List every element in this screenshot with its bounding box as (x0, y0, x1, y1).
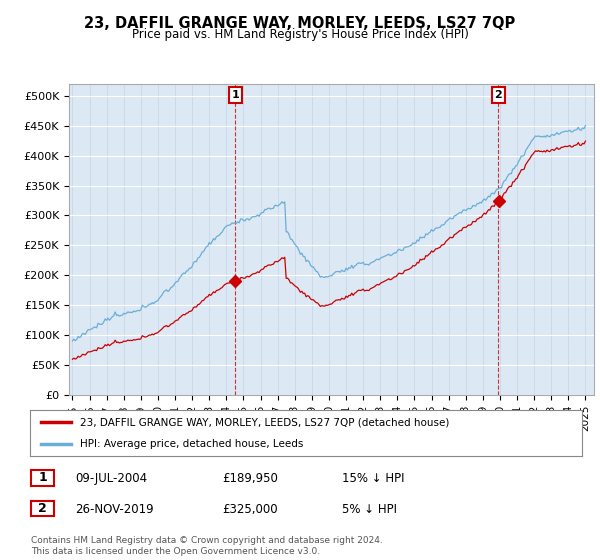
Text: 2: 2 (38, 502, 47, 515)
Text: 1: 1 (232, 90, 239, 100)
Text: Price paid vs. HM Land Registry's House Price Index (HPI): Price paid vs. HM Land Registry's House … (131, 28, 469, 41)
Text: 15% ↓ HPI: 15% ↓ HPI (342, 472, 404, 485)
Text: £325,000: £325,000 (222, 502, 278, 516)
Text: 2: 2 (494, 90, 502, 100)
Text: 26-NOV-2019: 26-NOV-2019 (75, 502, 154, 516)
Text: 23, DAFFIL GRANGE WAY, MORLEY, LEEDS, LS27 7QP: 23, DAFFIL GRANGE WAY, MORLEY, LEEDS, LS… (85, 16, 515, 31)
Text: 09-JUL-2004: 09-JUL-2004 (75, 472, 147, 485)
Text: HPI: Average price, detached house, Leeds: HPI: Average price, detached house, Leed… (80, 439, 303, 449)
Text: 1: 1 (38, 472, 47, 484)
Text: 23, DAFFIL GRANGE WAY, MORLEY, LEEDS, LS27 7QP (detached house): 23, DAFFIL GRANGE WAY, MORLEY, LEEDS, LS… (80, 417, 449, 427)
Text: 5% ↓ HPI: 5% ↓ HPI (342, 502, 397, 516)
Text: Contains HM Land Registry data © Crown copyright and database right 2024.
This d: Contains HM Land Registry data © Crown c… (31, 536, 383, 556)
Text: £189,950: £189,950 (222, 472, 278, 485)
